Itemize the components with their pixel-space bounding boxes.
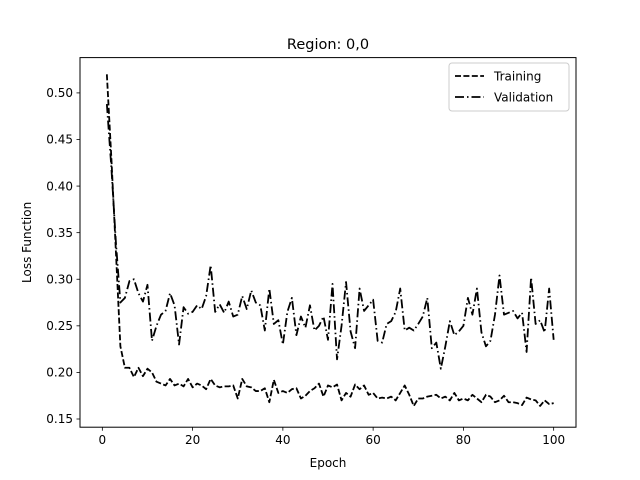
x-axis-ticks: 0 20 40 60 80 100 — [99, 427, 565, 447]
y-tick-label: 0.35 — [46, 226, 73, 240]
plot-area — [80, 57, 576, 428]
x-tick-label: 0 — [99, 433, 107, 447]
y-tick-label: 0.45 — [46, 133, 73, 147]
y-tick-label: 0.40 — [46, 179, 73, 193]
x-axis-label: Epoch — [310, 456, 347, 470]
y-tick-label: 0.15 — [46, 412, 73, 426]
x-tick-label: 100 — [542, 433, 565, 447]
y-tick-label: 0.50 — [46, 86, 73, 100]
legend-label-validation: Validation — [494, 91, 553, 105]
x-tick-label: 80 — [456, 433, 471, 447]
chart-title: Region: 0,0 — [287, 37, 369, 53]
legend-label-training: Training — [493, 70, 541, 84]
series-line-training — [105, 74, 554, 407]
x-tick-label: 60 — [365, 433, 380, 447]
axes-frame — [79, 57, 577, 428]
y-tick-label: 0.30 — [46, 272, 73, 286]
series-line-validation — [105, 104, 555, 370]
y-axis-label: Loss Function — [20, 202, 34, 283]
x-tick-label: 40 — [275, 433, 290, 447]
y-tick-label: 0.20 — [46, 366, 73, 380]
y-axis-ticks: 0.15 0.20 0.25 0.30 0.35 0.40 0.45 0.50 — [46, 86, 80, 426]
legend: Training Validation — [448, 62, 570, 112]
x-tick-label: 20 — [185, 433, 200, 447]
legend-box — [448, 62, 570, 112]
y-tick-label: 0.25 — [46, 319, 73, 333]
series-layer — [105, 74, 555, 407]
